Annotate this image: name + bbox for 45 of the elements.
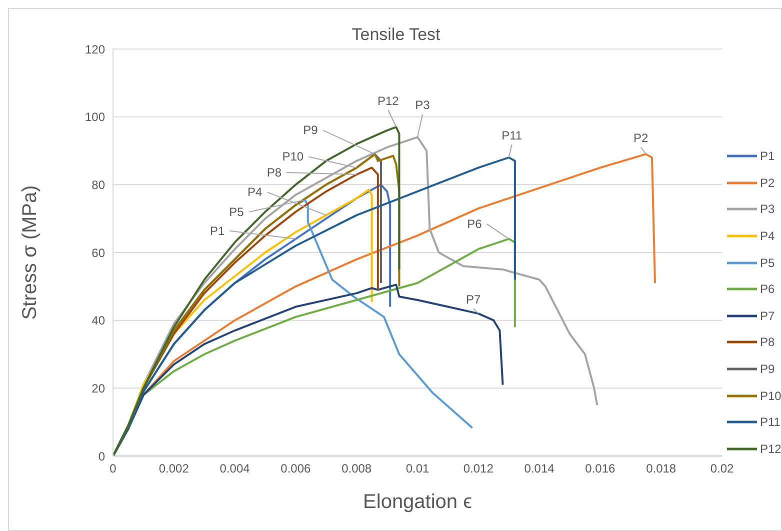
x-tick-label: 0.012 [463,462,494,476]
x-tick-label: 0.006 [280,462,312,476]
y-tick-label: 100 [84,110,106,124]
y-tick-label: 80 [92,178,106,192]
legend-label: P2 [760,176,775,190]
x-tick-label: 0.002 [158,462,190,476]
x-tick-label: 0.016 [585,462,616,476]
legend-label: P12 [760,442,782,456]
legend-label: P4 [760,229,775,244]
text: P10 [282,150,304,164]
x-tick-label: 0.008 [342,462,372,476]
x-tick-label: 0.02 [710,462,734,476]
text: P8 [266,165,282,180]
x-tick-label: 0.01 [406,462,430,476]
x-tick-label: 0.004 [220,462,250,476]
text: P5 [229,204,244,219]
y-tick-label: 20 [92,381,106,396]
text: P7 [466,292,481,307]
legend-label: P8 [760,335,775,350]
legend-label: P7 [760,308,775,323]
y-tick-label: 0 [98,449,106,464]
x-tick-label: 0.018 [646,462,676,476]
text: P6 [467,216,482,231]
legend-label: P3 [760,202,775,216]
x-axis-title: Elongation ϵ [363,491,472,513]
x-tick-label: 0 [110,462,117,476]
text: P3 [415,98,430,112]
legend-label: P5 [760,256,775,270]
legend-label: P11 [760,415,780,430]
y-tick-label: 120 [84,42,106,56]
text: P4 [247,185,262,200]
text: P9 [303,123,318,138]
legend-label: P1 [760,149,775,164]
legend-label: P9 [760,362,775,376]
text: P2 [634,131,648,146]
y-axis-title: Stress σ (MPa) [19,185,42,320]
legend-label: P6 [760,282,775,296]
text: P12 [378,94,399,108]
y-tick-label: 40 [92,314,106,328]
x-tick-label: 0.014 [524,462,555,476]
text: P11 [502,128,522,143]
chart-title: Tensile Test [352,25,440,44]
y-tick-label: 60 [92,246,106,260]
legend-label: P10 [760,388,782,403]
text: P1 [210,224,225,238]
